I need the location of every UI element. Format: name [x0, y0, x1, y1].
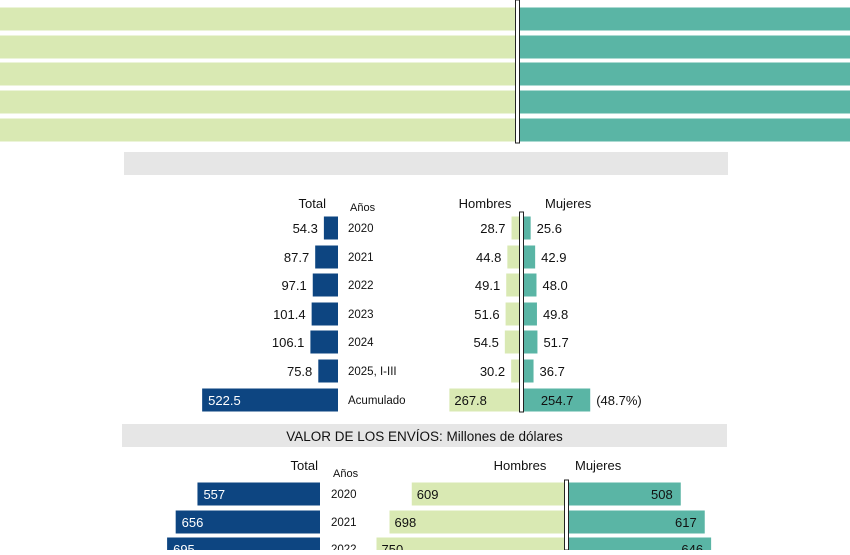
- men-value-label: 698: [395, 515, 417, 530]
- total-value-label: 522.5: [208, 393, 241, 408]
- year-label: 2022: [348, 280, 374, 292]
- men-bar: [0, 118, 515, 142]
- men-value-label: 54.5: [474, 335, 499, 350]
- men-bar: [376, 537, 564, 555]
- total-bar: [175, 510, 320, 534]
- total-value-label: 656: [182, 515, 204, 530]
- year-label: 2023: [348, 309, 374, 321]
- women-bar: [524, 388, 591, 412]
- header-years: Años: [350, 202, 376, 214]
- women-bar: [520, 35, 850, 59]
- header-total: Total: [299, 196, 327, 211]
- women-bar: [569, 482, 681, 506]
- men-bar: [505, 302, 519, 326]
- header-men: Hombres: [494, 458, 547, 473]
- women-value-label: 254.7: [541, 393, 574, 408]
- men-value-label: 609: [417, 487, 439, 502]
- men-value-label: 44.8: [476, 250, 501, 265]
- total-value-label: 54.3: [293, 221, 318, 236]
- header-women: Mujeres: [545, 196, 592, 211]
- panel-title: VALOR DE LOS ENVÍOS: Millones de dólares: [286, 429, 563, 444]
- total-value-label: 75.8: [287, 364, 312, 379]
- men-value-label: 49.1: [475, 278, 500, 293]
- women-value-label: 508: [651, 487, 673, 502]
- women-value-label: 25.6: [537, 221, 562, 236]
- women-bar: [569, 510, 705, 534]
- men-bar: [411, 482, 564, 506]
- header-years: Años: [333, 468, 359, 480]
- gender-divider-axis: [564, 479, 569, 551]
- women-value-label: 48.0: [542, 278, 567, 293]
- women-bar: [524, 273, 537, 297]
- header-total: Total: [291, 458, 319, 473]
- women-bar: [524, 359, 534, 383]
- women-share-label: (48.7%): [596, 393, 642, 408]
- women-value-label: 617: [675, 515, 697, 530]
- men-value-label: 51.6: [474, 307, 499, 322]
- total-value-label: 557: [203, 487, 225, 502]
- year-label: 2025, I-III: [348, 366, 397, 378]
- women-value-label: 36.7: [540, 364, 565, 379]
- total-bar: [311, 302, 338, 326]
- men-bar: [0, 7, 515, 31]
- women-value-label: 49.8: [543, 307, 568, 322]
- women-value-label: 646: [681, 542, 703, 550]
- women-bar: [524, 245, 536, 269]
- men-bar: [506, 273, 519, 297]
- men-value-label: 750: [382, 542, 404, 550]
- women-bar: [520, 90, 850, 114]
- year-label: 2022: [331, 544, 357, 550]
- year-label: 2021: [331, 517, 357, 529]
- women-bar: [520, 62, 850, 86]
- women-bar: [520, 7, 850, 31]
- men-bar: [511, 216, 519, 240]
- total-bar: [323, 216, 338, 240]
- year-label: Acumulado: [348, 395, 406, 407]
- total-value-label: 695: [173, 542, 195, 550]
- year-label: 2020: [331, 489, 357, 501]
- total-value-label: 106.1: [272, 335, 305, 350]
- gender-divider-axis: [519, 211, 524, 413]
- total-value-label: 101.4: [273, 307, 306, 322]
- gender-divider-axis: [515, 0, 520, 144]
- title-band: [124, 152, 728, 175]
- women-bar: [524, 302, 537, 326]
- year-label: 2020: [348, 223, 374, 235]
- men-bar: [504, 330, 519, 354]
- total-bar: [312, 273, 338, 297]
- men-bar: [0, 35, 515, 59]
- header-men: Hombres: [459, 196, 512, 211]
- total-bar: [202, 388, 338, 412]
- women-bar: [524, 330, 538, 354]
- year-label: 2024: [348, 337, 374, 349]
- men-value-label: 28.7: [480, 221, 505, 236]
- men-bar: [0, 90, 515, 114]
- women-bar: [520, 118, 850, 142]
- header-women: Mujeres: [575, 458, 622, 473]
- women-value-label: 42.9: [541, 250, 566, 265]
- year-label: 2021: [348, 252, 374, 264]
- total-bar: [315, 245, 338, 269]
- men-bar: [507, 245, 519, 269]
- men-bar: [449, 388, 519, 412]
- total-bar: [310, 330, 338, 354]
- men-bar: [389, 510, 564, 534]
- men-bar: [0, 62, 515, 86]
- total-bar: [197, 482, 320, 506]
- men-value-label: 267.8: [454, 393, 487, 408]
- total-bar: [318, 359, 338, 383]
- total-value-label: 97.1: [281, 278, 306, 293]
- women-value-label: 51.7: [543, 335, 568, 350]
- women-bar: [524, 216, 531, 240]
- men-value-label: 30.2: [480, 364, 505, 379]
- title-band: [122, 424, 727, 447]
- men-bar: [511, 359, 519, 383]
- total-value-label: 87.7: [284, 250, 309, 265]
